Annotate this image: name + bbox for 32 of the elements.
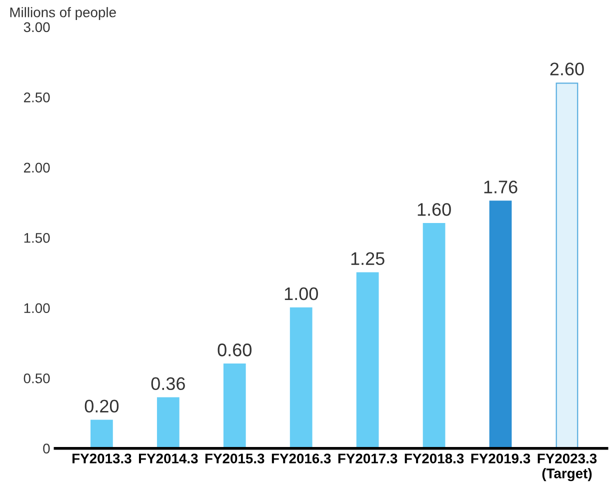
data-label: 1.00 [284,287,318,300]
data-label: 0.20 [84,400,119,413]
data-label: 1.25 [351,252,384,266]
data-label: 1.60 [418,203,451,216]
y-tick-label: 2.50 [24,92,50,102]
x-tick-label: FY2014.3 [138,454,198,464]
bar [223,364,246,448]
x-tick-label: FY2018.3 [404,454,464,464]
y-tick-label: 2.00 [24,162,50,173]
bar [290,307,312,448]
data-label: 1.76 [484,180,518,194]
y-tick-label: 1.00 [24,303,50,314]
bar [489,200,512,448]
data-label: 0.60 [218,344,252,356]
x-tick-label: FY2019.3 [471,454,530,464]
y-tick-label: 0.50 [24,373,50,384]
bar [90,420,113,448]
bar [556,82,578,448]
data-label: 2.60 [550,62,584,76]
bar [422,223,446,448]
y-tick-label: 1.50 [24,232,50,243]
y-tick-label: 3.00 [24,22,50,32]
x-tick-label: FY2017.3 [338,454,398,464]
y-axis-title: Millions of people [10,7,116,20]
x-tick-label: FY2016.3 [272,454,331,464]
data-label: 0.36 [151,377,185,390]
x-tick-label: FY2015.3 [205,454,264,464]
x-tick-label: FY2013.3 [72,454,132,464]
x-tick-label: FY2023.3 (Target) [538,454,597,482]
bar [156,397,180,448]
y-tick-label: 0 [43,444,50,454]
bar [356,272,379,448]
